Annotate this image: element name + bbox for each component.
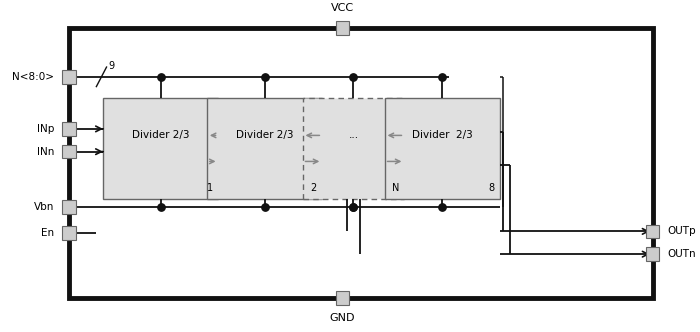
Point xyxy=(348,74,359,79)
Point xyxy=(437,74,448,79)
Bar xyxy=(385,98,500,199)
Bar xyxy=(207,98,322,199)
Bar xyxy=(646,224,659,238)
Text: 2: 2 xyxy=(311,183,317,193)
Text: OUTp: OUTp xyxy=(668,226,696,236)
Bar xyxy=(62,145,76,158)
Text: GND: GND xyxy=(330,313,356,323)
Point xyxy=(155,74,167,79)
Text: VCC: VCC xyxy=(331,3,354,13)
Text: ...: ... xyxy=(349,130,358,140)
Bar xyxy=(336,21,349,35)
Text: 8: 8 xyxy=(489,183,495,193)
Point xyxy=(437,204,448,209)
Bar xyxy=(62,122,76,136)
Text: N: N xyxy=(391,183,399,193)
Text: Divider 2/3: Divider 2/3 xyxy=(132,130,190,140)
Bar xyxy=(103,98,218,199)
Text: En: En xyxy=(41,228,55,238)
Bar xyxy=(69,28,652,298)
Point xyxy=(348,204,359,209)
Bar xyxy=(62,200,76,214)
Text: 9: 9 xyxy=(108,61,114,71)
Bar xyxy=(336,291,349,305)
Point xyxy=(259,74,270,79)
Point xyxy=(348,204,359,209)
Point xyxy=(155,204,167,209)
Text: N<8:0>: N<8:0> xyxy=(13,72,55,82)
Text: Vbn: Vbn xyxy=(34,202,55,212)
Bar xyxy=(302,98,405,199)
Bar xyxy=(646,247,659,261)
Point xyxy=(259,204,270,209)
Text: 1: 1 xyxy=(207,183,213,193)
Bar xyxy=(62,70,76,84)
Text: INp: INp xyxy=(37,124,55,134)
Text: Divider 2/3: Divider 2/3 xyxy=(236,130,293,140)
Text: INn: INn xyxy=(37,147,55,157)
Text: Divider  2/3: Divider 2/3 xyxy=(412,130,472,140)
Bar xyxy=(62,226,76,240)
Text: OUTn: OUTn xyxy=(668,249,696,259)
